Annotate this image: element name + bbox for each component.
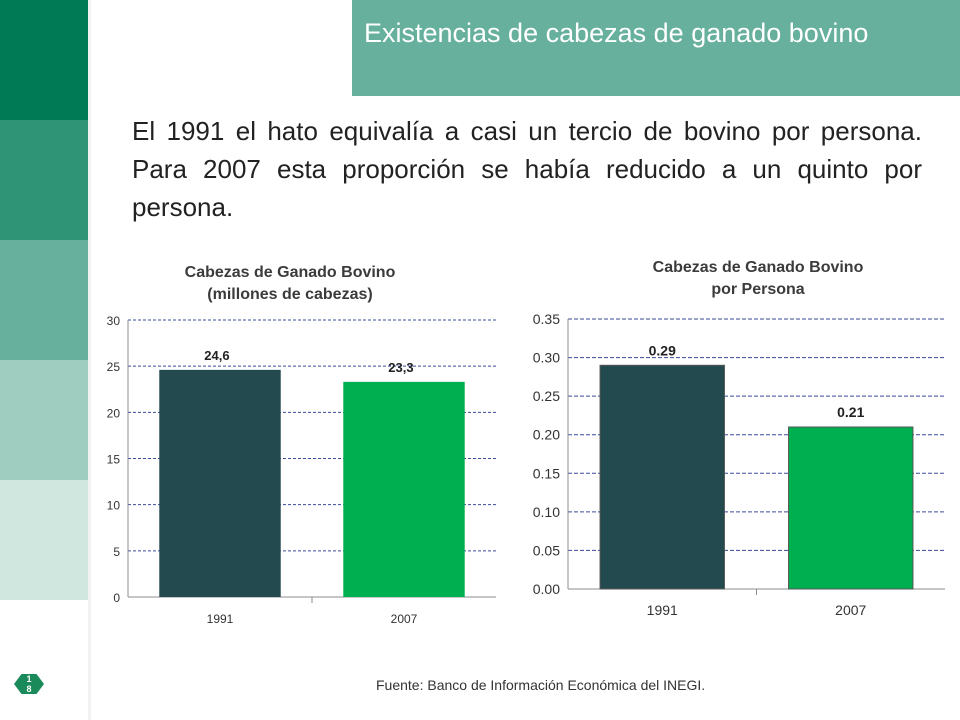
y-tick-label: 0.00: [533, 581, 560, 597]
page-title: Existencias de cabezas de ganado bovino: [364, 18, 869, 48]
y-tick-label: 0.35: [533, 311, 560, 327]
chart-title: Cabezas de Ganado Bovino por Persona: [652, 259, 864, 298]
y-tick-label: 10: [107, 499, 121, 513]
bar-1991: [159, 369, 281, 597]
y-tick-label: 0: [113, 591, 120, 605]
title-banner: Existencias de cabezas de ganado bovino: [352, 0, 960, 96]
side-band: [0, 0, 88, 720]
data-label: 0.21: [837, 404, 864, 420]
data-label: 0.29: [649, 342, 676, 358]
band-segment: [0, 240, 88, 360]
bar-2007: [788, 426, 914, 590]
x-tick-label: 2007: [835, 602, 866, 618]
side-divider: [88, 0, 91, 720]
y-tick-label: 25: [107, 360, 121, 374]
data-label: 24,6: [204, 348, 229, 363]
x-tick-label: 1991: [207, 612, 234, 626]
y-tick-label: 0.25: [533, 388, 560, 404]
band-segment: [0, 600, 88, 720]
y-tick-label: 0.05: [533, 542, 560, 558]
y-tick-label: 0.30: [533, 350, 560, 366]
y-tick-label: 0.15: [533, 465, 560, 481]
bar-2007: [343, 381, 465, 597]
y-tick-label: 20: [107, 406, 121, 420]
bar-1991: [599, 364, 725, 590]
page-number-digit-1: 1: [26, 674, 32, 684]
band-segment: [0, 480, 88, 600]
chart-title: Cabezas de Ganado Bovino (millones de ca…: [184, 264, 396, 303]
page-number-digit-2: 8: [26, 684, 32, 694]
y-tick-label: 0.10: [533, 504, 560, 520]
page-number-badge: 1 8: [14, 674, 44, 694]
band-segment: [0, 120, 88, 240]
data-label: 23,3: [388, 360, 413, 375]
y-tick-label: 0.20: [533, 427, 560, 443]
y-tick-label: 15: [107, 453, 121, 467]
band-segment: [0, 0, 88, 120]
source-note: Fuente: Banco de Información Económica d…: [376, 677, 706, 693]
x-tick-label: 1991: [647, 602, 678, 618]
lead-paragraph: El 1991 el hato equivalía a casi un terc…: [132, 116, 922, 222]
y-tick-label: 30: [107, 314, 121, 328]
x-tick-label: 2007: [391, 612, 418, 626]
y-tick-label: 5: [113, 545, 120, 559]
band-segment: [0, 360, 88, 480]
